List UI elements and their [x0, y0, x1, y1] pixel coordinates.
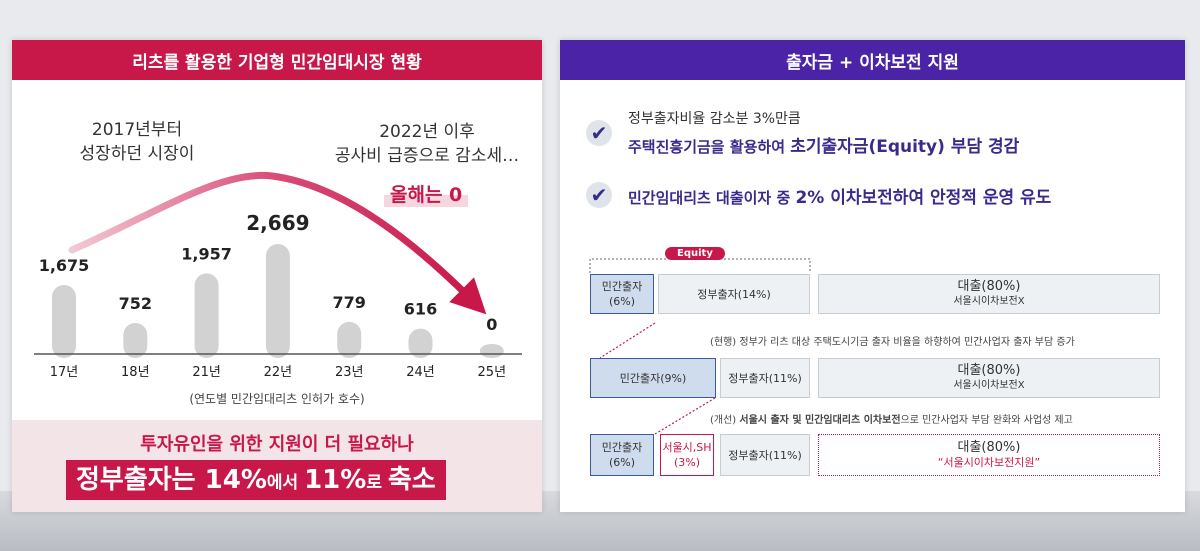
bar-21년: [194, 273, 219, 358]
note-current: (현행) 정부가 리츠 대상 주택도시기금 출자 비율을 하향하여 민간사업자 …: [710, 337, 1075, 348]
x-tick-label: 23년: [335, 365, 364, 380]
conclusion-part-b: 14%: [204, 465, 267, 495]
equity-tag: Equity: [665, 247, 725, 260]
bullet1-main-b: 초기출자금(Equity) 부담 경감: [790, 137, 1020, 157]
conclusion-part-c: 에서: [266, 473, 305, 493]
conclusion-part-a: 정부출자는: [76, 465, 205, 495]
caption-growth-line1: 2017년부터: [91, 120, 183, 140]
row1-private-pct: (6%): [608, 295, 636, 308]
note-improved-a: (개선): [710, 415, 740, 426]
bullet1-sub: 정부출자비율 감소분 3%만큼: [628, 111, 801, 127]
bullet2-a: 민간임대리츠 대출이자 중: [628, 189, 796, 207]
connector-1: [599, 322, 656, 359]
conclusion-line1: 투자유인을 위한 지원이 더 필요하나: [140, 434, 414, 455]
bar-17년: [52, 284, 76, 358]
x-tick-label: 17년: [50, 365, 79, 380]
check-icon: ✔: [586, 182, 612, 208]
bar-24년: [408, 328, 433, 358]
bar-value-label: 779: [332, 293, 365, 312]
caption-decline: 2022년 이후 공사비 급증으로 감소세…: [312, 120, 542, 168]
left-conclusion-box: 투자유인을 위한 지원이 더 필요하나 정부출자는 14%에서 11%로 축소: [12, 420, 542, 512]
row3-seoul-label: 서울시,SH: [662, 441, 712, 454]
conclusion-part-d: 11%: [304, 465, 367, 495]
bar-value-label: 1,957: [181, 244, 232, 263]
bar-value-label: 752: [119, 294, 152, 313]
row1-loan-sub: 서울시이차보전X: [953, 296, 1025, 307]
bullet2-b: 2% 이차보전하여 안정적 운영 유도: [795, 188, 1052, 208]
row3-gov-box: 정부출자(11%): [720, 434, 810, 476]
x-tick-label: 25년: [478, 365, 507, 380]
bar-value-label: 2,669: [246, 211, 309, 235]
chart-caption: (연도별 민간임대리츠 인허가 호수): [189, 392, 365, 406]
row2-private-box: 민간출자(9%): [590, 358, 716, 398]
row3-seoul-box: 서울시,SH (3%): [660, 434, 714, 476]
row1-loan-box: 대출(80%) 서울시이차보전X: [818, 274, 1160, 314]
bar-18년: [123, 323, 148, 358]
row2-loan-box: 대출(80%) 서울시이차보전X: [818, 358, 1160, 398]
x-tick-label: 18년: [121, 365, 150, 380]
check-icon: ✔: [586, 120, 612, 146]
permit-bar-chart: 1,675 17년 752 18년 1,957 21년 2,669 22년 779 23년 616 2…: [34, 171, 522, 380]
row3-private-label: 민간출자: [601, 441, 643, 454]
caption-growth-line2: 성장하던 시장이: [79, 144, 195, 164]
left-panel: 리츠를 활용한 기업형 민간임대시장 현황 2017년부터 성장하던 시장이 2…: [12, 40, 542, 512]
row3-loan-sub: “서울시이차보전지원”: [937, 456, 1041, 469]
row3-seoul-pct: (3%): [673, 456, 701, 469]
x-tick-label: 21년: [192, 365, 221, 380]
bar-25년: [479, 344, 504, 358]
row2-gov-box: 정부출자(11%): [720, 358, 810, 398]
trend-arrow: [68, 171, 487, 315]
conclusion-line2: 정부출자는 14%에서 11%로 축소: [66, 460, 446, 500]
row3-private-pct: (6%): [608, 456, 636, 469]
conclusion-part-f: 축소: [387, 465, 436, 495]
row3-gov-label: 정부출자(11%): [728, 448, 802, 462]
row1-gov-box: 정부출자(14%): [658, 274, 810, 314]
bullet1-main: 주택진흥기금을 활용하여 초기출자금(Equity) 부담 경감: [628, 132, 1019, 157]
row1-loan-label: 대출(80%): [957, 279, 1021, 294]
bar-value-label: 1,675: [39, 256, 90, 275]
note-improved-c: 으로 민간사업자 부담 완화와 사업성 제고: [900, 415, 1073, 426]
row1-private-label: 민간출자: [601, 280, 643, 293]
bar-value-label: 616: [404, 300, 437, 319]
bar-23년: [337, 321, 362, 358]
bullet2: 민간임대리츠 대출이자 중 2% 이차보전하여 안정적 운영 유도: [628, 183, 1051, 208]
row3-loan-label: 대출(80%): [957, 440, 1021, 455]
highlight-this-year: 올해는 0: [384, 180, 469, 207]
row3-loan-box: 대출(80%) “서울시이차보전지원”: [818, 434, 1160, 476]
row1-private-box: 민간출자 (6%): [590, 274, 654, 314]
row2-gov-label: 정부출자(11%): [728, 371, 802, 385]
conclusion-part-e: 로: [366, 473, 388, 493]
row2-private-label: 민간출자(9%): [619, 371, 687, 385]
row3-private-box: 민간출자 (6%): [590, 434, 654, 476]
right-panel: 출자금 + 이차보전 지원 ✔ 정부출자비율 감소분 3%만큼 주택진흥기금을 …: [560, 40, 1185, 512]
note-improved: (개선) 서울시 출자 및 민간임대리츠 이차보전으로 민간사업자 부담 완화와…: [710, 411, 1073, 426]
bar-value-label: 0: [486, 315, 497, 334]
caption-decline-line1: 2022년 이후: [379, 122, 475, 142]
row2-loan-label: 대출(80%): [957, 363, 1021, 378]
equity-bracket: [589, 258, 811, 273]
connector-2: [654, 397, 716, 435]
caption-decline-line2: 공사비 급증으로 감소세…: [334, 146, 520, 166]
x-tick-label: 22년: [264, 365, 293, 380]
caption-growth: 2017년부터 성장하던 시장이: [42, 118, 232, 166]
row1-gov-label: 정부출자(14%): [697, 287, 771, 301]
x-tick-label: 24년: [406, 365, 435, 380]
bullet1-main-a: 주택진흥기금을 활용하여: [628, 138, 791, 156]
left-panel-title: 리츠를 활용한 기업형 민간임대시장 현황: [12, 40, 542, 80]
bar-22년: [265, 244, 290, 358]
note-improved-b: 서울시 출자 및 민간임대리츠 이차보전: [739, 415, 901, 426]
right-panel-title: 출자금 + 이차보전 지원: [560, 40, 1185, 80]
row2-loan-sub: 서울시이차보전X: [953, 380, 1025, 391]
